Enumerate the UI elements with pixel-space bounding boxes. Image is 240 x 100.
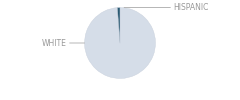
Wedge shape (117, 8, 120, 43)
Wedge shape (84, 8, 156, 79)
Text: WHITE: WHITE (42, 38, 84, 48)
Text: HISPANIC: HISPANIC (124, 3, 209, 12)
